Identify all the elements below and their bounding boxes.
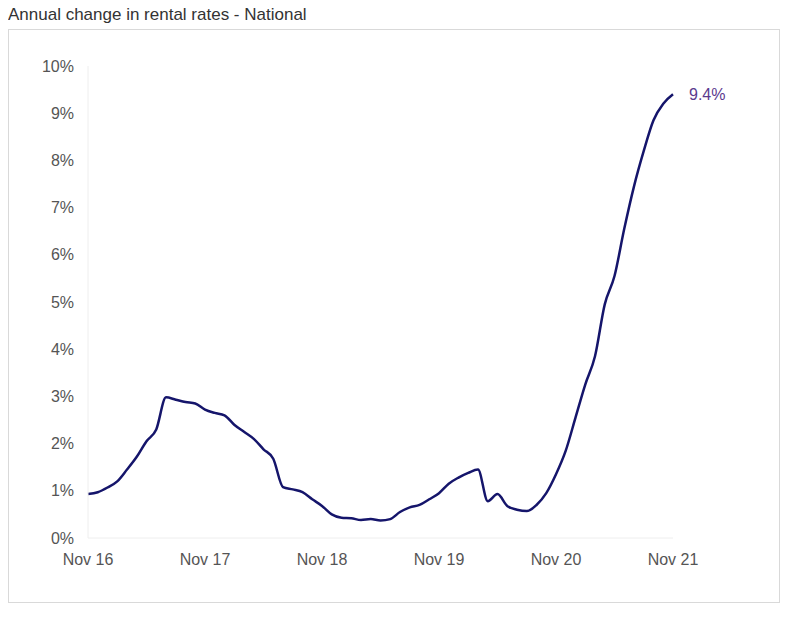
svg-text:Nov 20: Nov 20 — [531, 551, 582, 568]
svg-text:6%: 6% — [51, 246, 74, 263]
svg-text:7%: 7% — [51, 199, 74, 216]
svg-text:Nov 16: Nov 16 — [63, 551, 114, 568]
svg-text:8%: 8% — [51, 152, 74, 169]
svg-text:Nov 19: Nov 19 — [414, 551, 465, 568]
svg-text:2%: 2% — [51, 435, 74, 452]
svg-text:Nov 18: Nov 18 — [297, 551, 348, 568]
svg-text:5%: 5% — [51, 294, 74, 311]
svg-text:4%: 4% — [51, 341, 74, 358]
svg-text:1%: 1% — [51, 482, 74, 499]
svg-text:3%: 3% — [51, 388, 74, 405]
html-text:Annual change in rental rates: Annual change in rental rates - National — [8, 5, 307, 24]
svg-text:10%: 10% — [42, 58, 74, 75]
svg-text:9%: 9% — [51, 105, 74, 122]
svg-text:0%: 0% — [51, 530, 74, 547]
svg-text:9.4%: 9.4% — [689, 86, 725, 103]
svg-text:Nov 21: Nov 21 — [648, 551, 699, 568]
svg-text:Nov 17: Nov 17 — [180, 551, 231, 568]
